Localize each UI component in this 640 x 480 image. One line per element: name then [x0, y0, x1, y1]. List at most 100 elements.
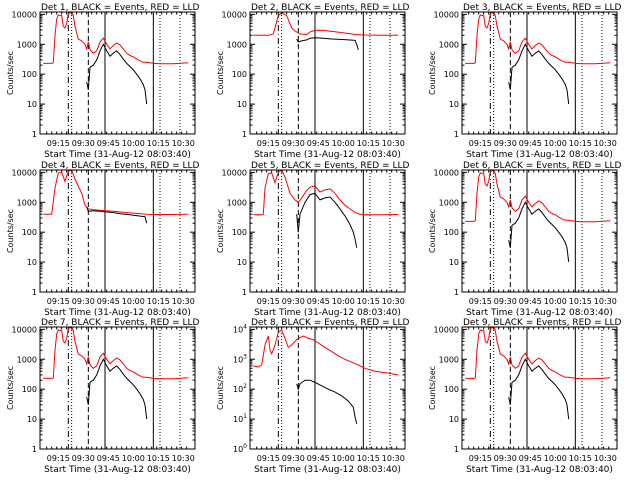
x-tick-label: 09:15 [257, 454, 280, 463]
y-tick-label: 101 [233, 413, 247, 424]
y-tick-label: 10 [237, 100, 247, 109]
x-tick-label: 10:15 [569, 297, 592, 306]
chart-panel: 1 10 100 1000 10000 09:15 09:30 09:45 10:00 10:15… [428, 3, 622, 160]
series-line-events [86, 43, 148, 105]
series-line-events [296, 192, 358, 248]
x-axis-label: Start Time (31-Aug-12 08:03:40) [254, 465, 401, 475]
x-tick-label: 09:45 [519, 297, 542, 306]
y-axis-label: Counts/sec [6, 366, 15, 410]
chart-panel: 1 10 100 1000 10000 09:15 09:30 09:45 10:00 10:15… [6, 318, 200, 475]
y-tick-label: 1000 [439, 355, 459, 364]
x-tick-label: 09:30 [72, 139, 95, 148]
x-axis-label: Start Time (31-Aug-12 08:03:40) [466, 465, 613, 475]
y-tick-label: 10 [27, 100, 37, 109]
x-tick-label: 10:00 [122, 139, 145, 148]
y-tick-label: 103 [233, 353, 247, 364]
series-line-lld [253, 170, 399, 216]
y-tick-base: 10 [233, 385, 243, 394]
y-tick-label: 100 [22, 70, 37, 79]
y-axis-label: Counts/sec [216, 51, 225, 95]
y-axis-label: Counts/sec [428, 51, 437, 95]
plot-frame [39, 11, 196, 135]
x-tick-label: 09:45 [97, 454, 120, 463]
x-tick-label: 09:30 [494, 139, 517, 148]
series-line-events [508, 358, 570, 420]
x-tick-label: 10:15 [569, 454, 592, 463]
y-axis-label: Counts/sec [216, 209, 225, 253]
x-tick-label: 10:00 [544, 454, 567, 463]
x-tick-label: 10:30 [594, 454, 617, 463]
x-tick-label: 10:30 [382, 139, 405, 148]
panel-title: Det 9, BLACK = Events, RED = LLD [463, 318, 622, 328]
chart-panel: 1 10 100 1000 10000 09:15 09:30 09:45 10:00 10:15… [216, 161, 410, 318]
y-tick-exponent: 4 [243, 323, 247, 330]
plot-frame [461, 326, 618, 450]
x-tick-label: 09:45 [97, 139, 120, 148]
chart-panel: 1 10 100 1000 10000 09:15 09:30 09:45 10:00 10:15… [428, 161, 622, 318]
y-tick-label: 1 [454, 130, 459, 139]
chart-panel: 1 10 100 1000 10000 09:15 09:30 09:45 10:00 10:15… [6, 161, 200, 318]
x-axis-label: Start Time (31-Aug-12 08:03:40) [254, 150, 401, 160]
y-axis-label: Counts/sec [6, 209, 15, 253]
panel-title: Det 8, BLACK = Events, RED = LLD [251, 318, 410, 328]
panel-title: Det 4, BLACK = Events, RED = LLD [41, 161, 200, 171]
x-axis-label: Start Time (31-Aug-12 08:03:40) [44, 308, 191, 318]
y-tick-label: 1000 [439, 40, 459, 49]
x-tick-label: 10:00 [332, 139, 355, 148]
series-line-events [296, 379, 358, 424]
x-tick-label: 10:30 [172, 139, 195, 148]
y-tick-label: 1 [32, 288, 37, 297]
x-tick-label: 09:15 [47, 139, 70, 148]
plot-frame [249, 11, 406, 135]
y-axis-label: Counts/sec [428, 209, 437, 253]
x-tick-label: 10:15 [147, 454, 170, 463]
y-tick-label: 102 [233, 383, 247, 394]
y-tick-label: 10 [237, 258, 247, 267]
y-tick-label: 1 [242, 130, 247, 139]
y-tick-label: 10000 [434, 168, 459, 177]
series-group [465, 12, 611, 105]
x-tick-label: 09:45 [519, 454, 542, 463]
y-tick-label: 100 [232, 70, 247, 79]
x-tick-label: 09:45 [519, 139, 542, 148]
y-tick-label: 10 [27, 258, 37, 267]
series-line-lld [253, 12, 399, 36]
series-line-lld [465, 170, 611, 223]
series-line-lld [43, 327, 189, 380]
x-tick-label: 09:30 [282, 139, 305, 148]
panel-title: Det 5, BLACK = Events, RED = LLD [251, 161, 410, 171]
series-line-lld [465, 12, 611, 65]
series-line-events [86, 358, 148, 420]
y-tick-label: 1000 [17, 40, 37, 49]
chart-panel: 1 10 100 1000 10000 09:15 09:30 09:45 10:00 10:15… [6, 3, 200, 160]
x-tick-label: 09:45 [307, 454, 330, 463]
y-tick-base: 10 [233, 415, 243, 424]
y-tick-label: 1 [454, 445, 459, 454]
y-tick-label: 100 [22, 385, 37, 394]
y-tick-base: 10 [233, 445, 243, 454]
x-tick-label: 09:45 [307, 139, 330, 148]
plot-frame [461, 169, 618, 293]
plot-frame [249, 326, 406, 450]
x-tick-label: 10:30 [382, 297, 405, 306]
y-tick-label: 100 [444, 70, 459, 79]
x-tick-label: 10:30 [594, 139, 617, 148]
x-tick-label: 10:00 [332, 454, 355, 463]
y-tick-label: 10000 [12, 10, 37, 19]
x-tick-label: 10:00 [544, 297, 567, 306]
x-tick-label: 09:45 [307, 297, 330, 306]
panel-title: Det 3, BLACK = Events, RED = LLD [463, 3, 622, 13]
y-tick-label: 10000 [12, 325, 37, 334]
x-tick-label: 10:30 [382, 454, 405, 463]
series-line-lld [43, 170, 189, 215]
x-tick-label: 09:30 [72, 454, 95, 463]
plot-frame [39, 169, 196, 293]
series-line-events [508, 43, 570, 105]
y-tick-label: 10 [449, 100, 459, 109]
x-tick-label: 10:00 [122, 454, 145, 463]
y-tick-label: 100 [444, 385, 459, 394]
x-tick-label: 10:30 [172, 454, 195, 463]
